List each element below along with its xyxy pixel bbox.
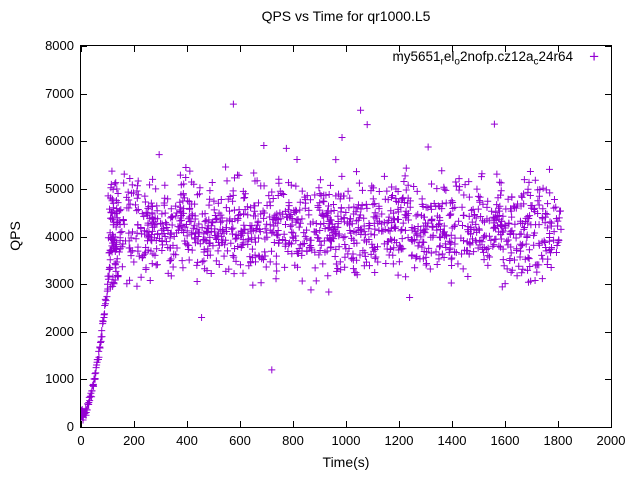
y-tick-label: 4000 <box>45 228 74 244</box>
x-tick-label: 1000 <box>331 433 361 448</box>
legend-label: my5651relo2nofp.cz12ac24r64 <box>393 49 574 68</box>
x-tick-label: 0 <box>77 433 85 448</box>
x-axis-label: Time(s) <box>322 454 370 470</box>
y-tick-label: 2000 <box>45 323 74 339</box>
y-tick-label: 0 <box>66 419 74 434</box>
legend-label-subscript: o <box>454 56 460 68</box>
y-tick-label: 1000 <box>45 371 74 387</box>
legend: my5651relo2nofp.cz12ac24r64 + <box>393 47 599 68</box>
x-tick-label: 600 <box>229 433 251 448</box>
x-tick-label: 1400 <box>437 433 467 448</box>
y-tick-label: 6000 <box>45 133 74 149</box>
x-tick-label: 1800 <box>543 433 573 448</box>
y-axis-label: QPS <box>7 221 23 251</box>
x-tick-label: 400 <box>176 433 198 448</box>
x-tick-label: 1600 <box>490 433 520 448</box>
y-tick-label: 7000 <box>45 85 74 101</box>
y-tick-label: 5000 <box>45 180 74 196</box>
x-tick-label: 1200 <box>384 433 414 448</box>
legend-label-text: 24r64 <box>538 49 574 64</box>
x-tick-label: 800 <box>282 433 304 448</box>
y-tick-label: 8000 <box>45 38 74 53</box>
legend-label-text: 2nofp.cz12a <box>459 49 534 64</box>
x-tick-label: 2000 <box>596 433 626 448</box>
legend-label-text: my5651 <box>392 49 441 64</box>
x-tick-label: 200 <box>123 433 145 448</box>
legend-label-subscript: c <box>533 56 539 68</box>
legend-label-subscript: r <box>440 56 444 68</box>
plus-marker-icon: + <box>589 47 599 67</box>
y-tick-label: 3000 <box>45 276 74 292</box>
legend-label-text: el <box>443 49 455 64</box>
plot-area: my5651relo2nofp.cz12ac24r64 + <box>80 45 612 428</box>
chart-title: QPS vs Time for qr1000.L5 <box>261 8 431 24</box>
scatter-canvas <box>81 46 611 427</box>
